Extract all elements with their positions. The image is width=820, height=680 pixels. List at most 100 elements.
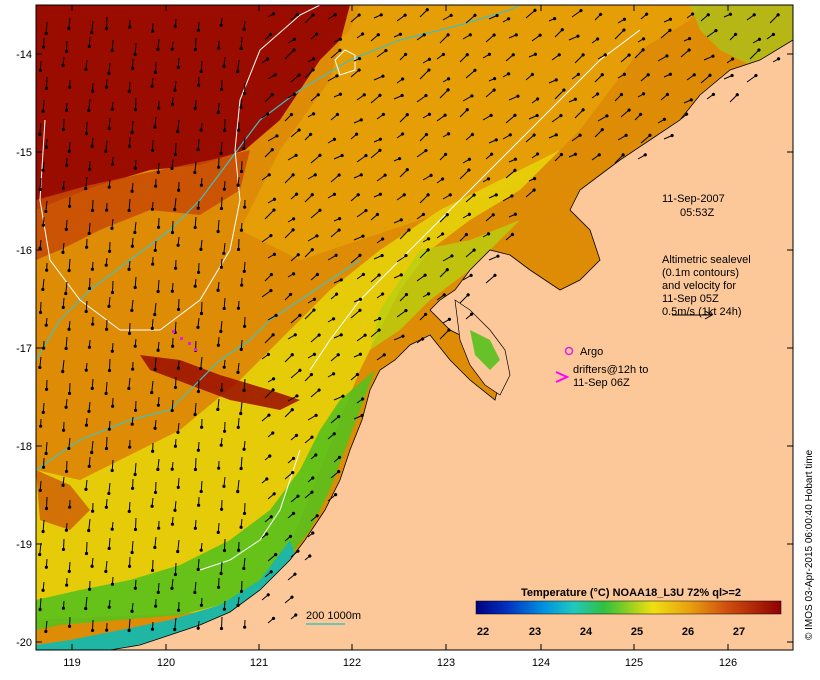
velocity-arrow — [465, 312, 474, 320]
velocity-arrow — [373, 13, 383, 19]
velocity-arrow — [150, 318, 154, 330]
velocity-arrow — [173, 438, 178, 448]
lon-tick-label: 126 — [719, 657, 737, 669]
colorbar-tick-label: 25 — [631, 626, 643, 638]
velocity-arrow — [373, 317, 382, 322]
velocity-arrow — [267, 313, 278, 321]
velocity-arrow — [133, 276, 137, 290]
altimetry-note-line: (0.1m contours) — [662, 267, 739, 279]
velocity-arrow — [614, 92, 624, 102]
velocity-arrow — [153, 116, 157, 130]
velocity-arrow — [87, 401, 91, 413]
velocity-arrow — [41, 99, 45, 114]
velocity-arrow — [261, 112, 270, 119]
velocity-arrow — [327, 253, 338, 261]
velocity-arrow — [170, 516, 175, 526]
velocity-arrow — [127, 618, 131, 633]
velocity-arrow — [663, 72, 673, 78]
velocity-arrows — [38, 8, 781, 634]
velocity-arrow — [264, 333, 275, 344]
velocity-arrow — [267, 197, 277, 204]
velocity-arrow — [67, 437, 71, 451]
velocity-arrow — [284, 173, 295, 184]
velocity-arrow — [193, 37, 198, 52]
velocity-arrow — [416, 149, 428, 158]
velocity-arrow — [110, 101, 114, 111]
velocity-arrow — [156, 38, 160, 52]
velocity-arrow — [620, 108, 631, 118]
colorbar-tick-label: 23 — [529, 626, 541, 638]
velocity-arrow — [439, 152, 448, 161]
velocity-arrow — [284, 353, 294, 363]
velocity-arrow — [686, 12, 695, 19]
velocity-arrow — [90, 20, 94, 35]
velocity-arrow — [176, 119, 180, 134]
velocity-arrow — [199, 177, 204, 187]
velocity-arrow — [130, 602, 134, 613]
velocity-arrow — [465, 68, 477, 79]
velocity-arrow — [107, 482, 111, 496]
velocity-arrow — [422, 112, 432, 119]
velocity-arrow — [568, 97, 578, 103]
velocity-arrow — [508, 212, 518, 218]
velocity-arrow — [199, 542, 203, 552]
velocity-arrow — [459, 108, 469, 118]
velocity-arrow — [442, 317, 452, 324]
velocity-arrow — [267, 12, 276, 18]
velocity-arrow — [104, 140, 108, 154]
velocity-arrow — [196, 558, 200, 572]
velocity-arrow — [130, 237, 134, 248]
velocity-arrow — [356, 209, 368, 218]
drifter-chevron-icon — [555, 371, 570, 383]
velocity-arrow — [173, 321, 177, 335]
velocity-arrow — [465, 193, 476, 203]
velocity-arrow — [284, 228, 295, 239]
velocity-arrow — [110, 156, 115, 166]
velocity-arrow — [170, 41, 174, 51]
velocity-arrow — [290, 494, 300, 503]
velocity-arrow — [127, 198, 131, 213]
velocity-arrow — [287, 572, 297, 581]
velocity-arrow — [597, 53, 607, 60]
velocity-arrow — [290, 73, 301, 83]
velocity-arrow — [568, 152, 578, 158]
velocity-arrow — [287, 394, 299, 402]
velocity-arrow — [439, 33, 450, 44]
velocity-arrow — [193, 581, 197, 595]
velocity-arrow — [419, 312, 428, 321]
velocity-arrow — [104, 560, 108, 574]
velocity-arrow — [284, 471, 295, 480]
velocity-arrow — [267, 377, 276, 383]
velocity-arrow — [304, 490, 314, 499]
drifters-label-line2: 11-Sep 06Z — [573, 377, 630, 389]
velocity-arrow — [439, 268, 449, 278]
velocity-arrow — [333, 153, 344, 160]
velocity-arrow — [84, 479, 88, 491]
velocity-arrow — [462, 273, 473, 281]
velocity-arrow — [459, 293, 470, 304]
velocity-arrow — [104, 381, 108, 396]
velocity-arrow — [574, 53, 585, 64]
velocity-arrow — [528, 52, 538, 58]
velocity-arrow — [290, 433, 299, 441]
velocity-arrow — [87, 456, 91, 468]
velocity-arrow — [222, 180, 226, 191]
velocity-arrow — [87, 222, 91, 236]
lat-tick-label: -17 — [16, 343, 32, 355]
velocity-arrow — [333, 394, 345, 401]
velocity-arrow — [130, 120, 134, 135]
velocity-arrow — [219, 196, 224, 211]
velocity-arrow — [307, 531, 315, 538]
velocity-arrow — [330, 173, 341, 183]
velocity-arrow — [327, 192, 337, 199]
velocity-arrow — [176, 422, 180, 434]
velocity-arrow — [133, 159, 137, 170]
velocity-arrow — [304, 435, 314, 444]
velocity-arrow — [287, 272, 296, 278]
velocity-arrow — [310, 453, 318, 460]
velocity-arrow — [376, 353, 386, 361]
velocity-arrow — [219, 17, 223, 27]
velocity-arrow — [84, 596, 88, 611]
velocity-arrow — [356, 397, 365, 404]
velocity-arrow — [393, 93, 404, 100]
